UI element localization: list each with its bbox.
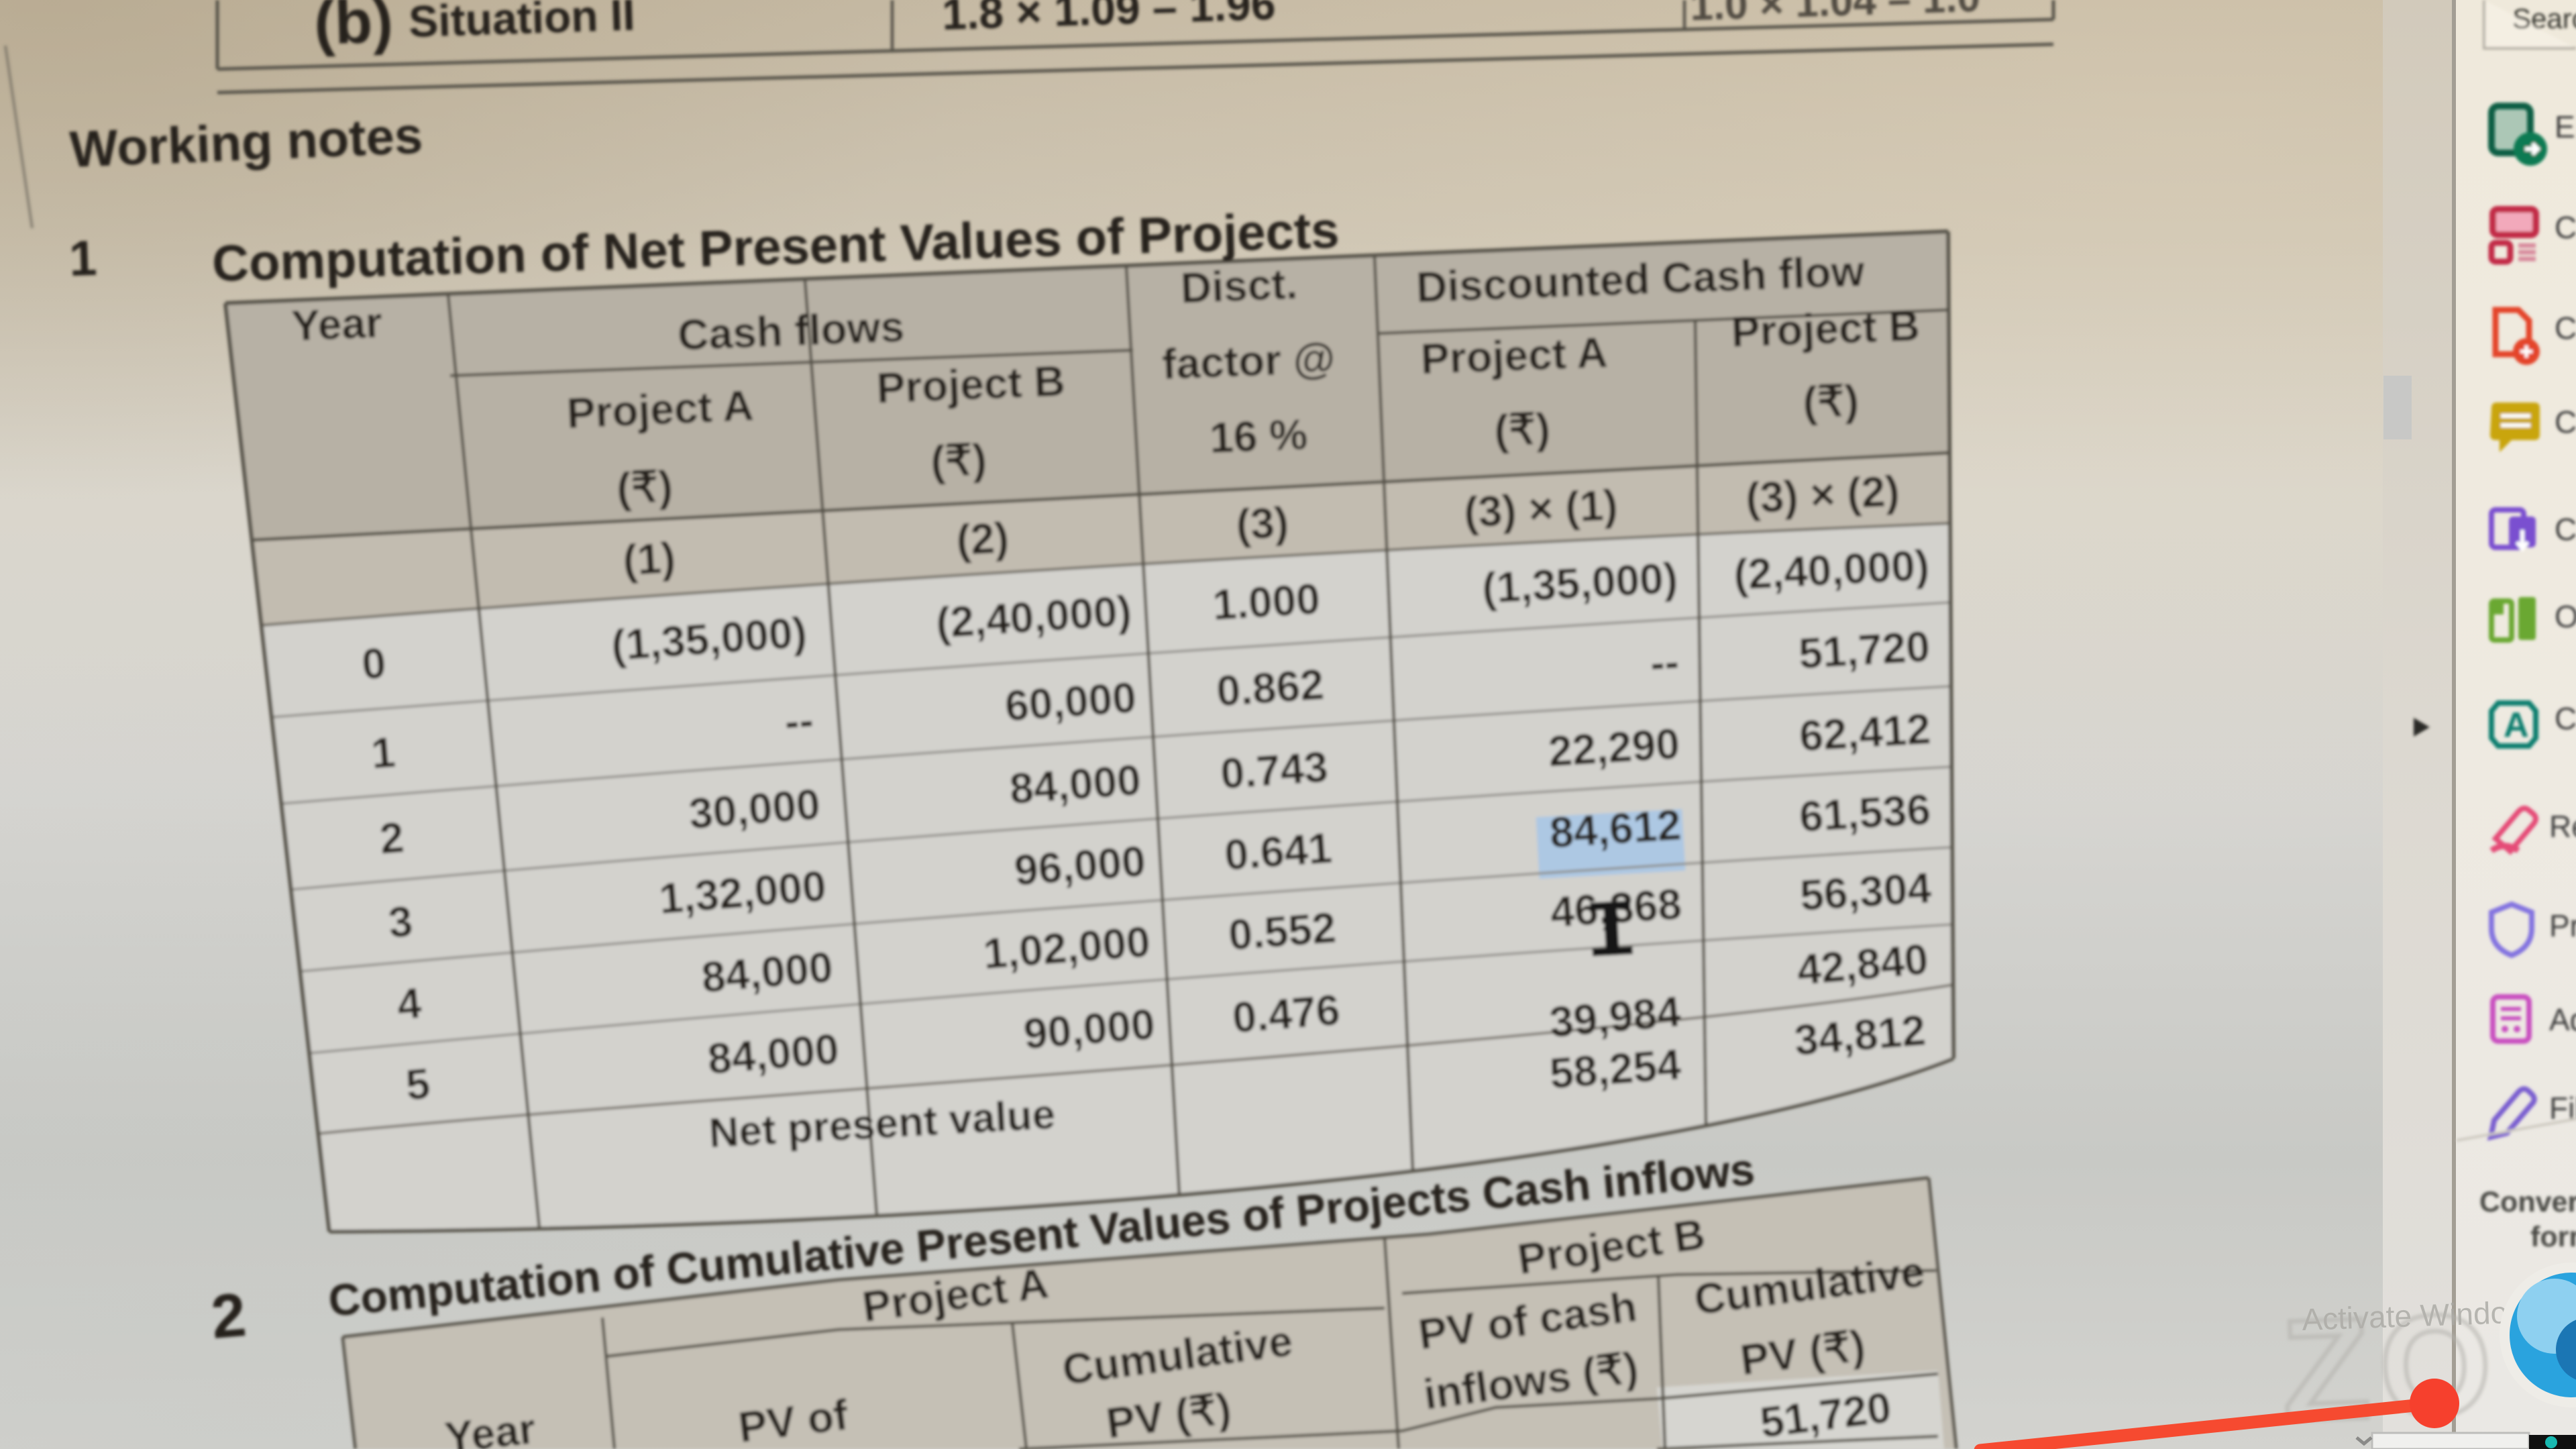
svg-text:58,254: 58,254 [1548, 1040, 1683, 1097]
svg-text:34,812: 34,812 [1792, 1006, 1927, 1064]
svg-text:51,720: 51,720 [1797, 622, 1931, 678]
svg-text:96,000: 96,000 [1012, 837, 1147, 894]
svg-text:90,000: 90,000 [1022, 1000, 1157, 1058]
svg-text:0.862: 0.862 [1215, 660, 1326, 716]
svg-text:42,840: 42,840 [1795, 934, 1930, 994]
svg-text:Year: Year [290, 298, 383, 350]
svg-text:Project B: Project B [875, 356, 1066, 412]
svg-text:Ad: Ad [2549, 1002, 2576, 1037]
svg-text:(3): (3) [1235, 498, 1290, 549]
svg-text:0: 0 [360, 639, 388, 689]
svg-text:22,290: 22,290 [1547, 719, 1681, 775]
svg-text:(3) × (2): (3) × (2) [1745, 467, 1901, 523]
svg-text:Pr: Pr [2549, 908, 2576, 943]
svg-text:Project A: Project A [1420, 328, 1609, 383]
svg-text:form: form [2530, 1221, 2576, 1253]
svg-text:(₹): (₹) [616, 462, 674, 513]
svg-text:(b): (b) [313, 0, 394, 58]
svg-text:--: -- [1649, 637, 1680, 687]
svg-text:Cash flows: Cash flows [677, 303, 905, 360]
svg-text:62,412: 62,412 [1798, 704, 1932, 760]
svg-text:1.000: 1.000 [1212, 574, 1322, 629]
svg-text:Convert,: Convert, [2479, 1186, 2576, 1218]
svg-text:(₹): (₹) [930, 435, 987, 485]
svg-text:60,000: 60,000 [1004, 673, 1138, 730]
svg-text:1: 1 [68, 230, 98, 286]
svg-text:(₹): (₹) [1802, 376, 1860, 427]
svg-text:84,000: 84,000 [1008, 755, 1142, 813]
svg-text:(1): (1) [621, 533, 676, 585]
svg-text:0.641: 0.641 [1223, 823, 1334, 879]
svg-text:Situation II: Situation II [408, 0, 635, 46]
svg-text:(2): (2) [955, 513, 1010, 564]
svg-text:84,612: 84,612 [1548, 800, 1682, 857]
svg-text:O: O [2555, 599, 2576, 634]
svg-text:56,304: 56,304 [1799, 863, 1933, 920]
svg-text:2: 2 [378, 813, 406, 863]
svg-text:Project B: Project B [1731, 301, 1921, 356]
svg-text:Working notes: Working notes [68, 107, 423, 178]
svg-text:(1,35,000): (1,35,000) [1481, 553, 1679, 612]
svg-text:61,536: 61,536 [1798, 785, 1932, 841]
svg-text:C: C [2555, 311, 2576, 345]
svg-text:4: 4 [395, 979, 423, 1029]
svg-text:C: C [2555, 512, 2576, 547]
svg-text:Disct.: Disct. [1180, 260, 1299, 313]
svg-text:C: C [2555, 210, 2576, 245]
svg-text:factor @: factor @ [1161, 333, 1336, 388]
svg-text:0.743: 0.743 [1219, 743, 1330, 798]
svg-text:5: 5 [404, 1059, 432, 1110]
svg-text:Project A: Project A [566, 381, 754, 437]
svg-text:--: -- [783, 696, 815, 746]
svg-text:E: E [2555, 109, 2575, 144]
svg-text:30,000: 30,000 [687, 780, 822, 838]
svg-text:(₹): (₹) [1493, 405, 1551, 455]
svg-text:Search: Search [2512, 3, 2576, 34]
svg-text:C: C [2555, 701, 2576, 736]
svg-text:0.476: 0.476 [1231, 985, 1342, 1042]
svg-text:(2,40,000): (2,40,000) [1733, 541, 1931, 599]
svg-text:A: A [2504, 706, 2529, 745]
svg-text:Year: Year [443, 1404, 538, 1449]
svg-text:2: 2 [209, 1281, 249, 1352]
svg-text:C: C [2555, 405, 2576, 439]
svg-text:84,000: 84,000 [706, 1024, 841, 1083]
svg-text:0.552: 0.552 [1227, 903, 1338, 959]
svg-text:16 %: 16 % [1209, 410, 1309, 462]
svg-text:Activate Windo: Activate Windo [2302, 1295, 2508, 1337]
svg-text:39,984: 39,984 [1548, 987, 1683, 1046]
svg-text:84,000: 84,000 [700, 943, 835, 1002]
svg-text:(3) × (1): (3) × (1) [1463, 480, 1619, 537]
svg-text:1: 1 [370, 728, 397, 778]
svg-text:Re: Re [2549, 809, 2576, 844]
svg-text:3: 3 [386, 897, 415, 947]
svg-text:ZO: ZO [2279, 1283, 2504, 1449]
